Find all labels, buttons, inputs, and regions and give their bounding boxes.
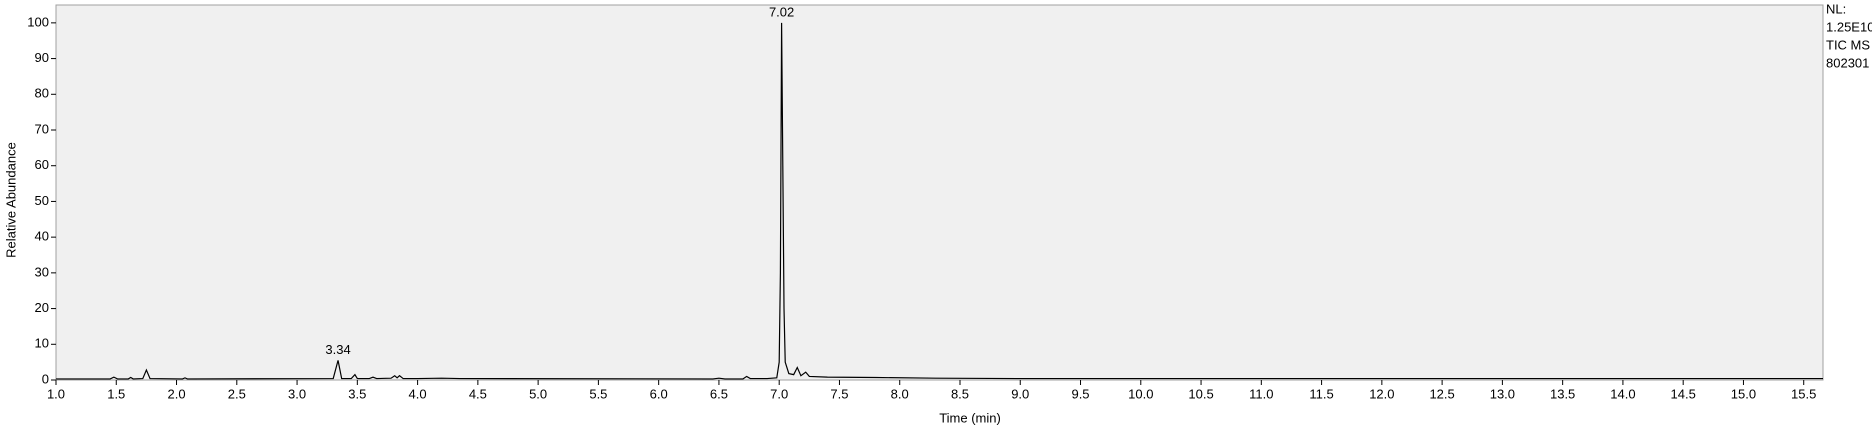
y-tick-label: 80 <box>35 86 49 101</box>
plot-area <box>55 4 1824 381</box>
y-tick-label: 100 <box>27 14 49 29</box>
y-tick-label: 40 <box>35 229 49 244</box>
peak-label: 3.34 <box>325 342 350 357</box>
x-tick-label: 1.0 <box>47 386 65 401</box>
x-tick-label: 2.0 <box>167 386 185 401</box>
info-text: NL: <box>1826 1 1846 16</box>
x-tick-label: 9.0 <box>1011 386 1029 401</box>
x-tick-label: 8.0 <box>891 386 909 401</box>
x-tick-label: 13.0 <box>1490 386 1515 401</box>
x-tick-label: 4.5 <box>469 386 487 401</box>
x-tick-label: 1.5 <box>107 386 125 401</box>
x-tick-label: 10.5 <box>1188 386 1213 401</box>
peak-label: 7.02 <box>769 4 794 19</box>
x-tick-label: 10.0 <box>1128 386 1153 401</box>
x-tick-label: 3.5 <box>348 386 366 401</box>
x-tick-label: 3.0 <box>288 386 306 401</box>
x-tick-label: 6.5 <box>710 386 728 401</box>
x-tick-label: 15.5 <box>1791 386 1816 401</box>
y-tick-label: 90 <box>35 50 49 65</box>
x-tick-label: 11.5 <box>1309 386 1333 401</box>
x-tick-label: 5.0 <box>529 386 547 401</box>
x-tick-label: 2.5 <box>228 386 246 401</box>
x-tick-label: 5.5 <box>589 386 607 401</box>
x-tick-label: 12.5 <box>1429 386 1454 401</box>
x-tick-label: 11.0 <box>1249 386 1273 401</box>
x-tick-label: 9.5 <box>1071 386 1089 401</box>
info-text: 1.25E10 <box>1826 19 1872 34</box>
x-tick-label: 13.5 <box>1550 386 1575 401</box>
y-tick-label: 70 <box>35 121 49 136</box>
y-tick-label: 20 <box>35 300 49 315</box>
y-tick-label: 60 <box>35 157 49 172</box>
x-tick-label: 7.5 <box>830 386 848 401</box>
x-axis-label: Time (min) <box>939 410 1001 425</box>
x-tick-label: 6.0 <box>650 386 668 401</box>
x-tick-label: 4.0 <box>409 386 427 401</box>
y-tick-label: 30 <box>35 264 49 279</box>
y-tick-label: 50 <box>35 193 49 208</box>
x-tick-label: 14.0 <box>1610 386 1635 401</box>
x-tick-label: 7.0 <box>770 386 788 401</box>
x-tick-label: 15.0 <box>1731 386 1756 401</box>
info-text: TIC MS <box>1826 37 1870 52</box>
y-tick-label: 0 <box>42 371 49 386</box>
y-axis-label: Relative Abundance <box>3 142 18 258</box>
x-tick-label: 12.0 <box>1369 386 1394 401</box>
chromatogram-line <box>56 22 1823 380</box>
y-tick-label: 10 <box>35 336 49 351</box>
info-text: 802301 <box>1826 55 1869 70</box>
x-tick-label: 14.5 <box>1671 386 1696 401</box>
x-tick-label: 8.5 <box>951 386 969 401</box>
